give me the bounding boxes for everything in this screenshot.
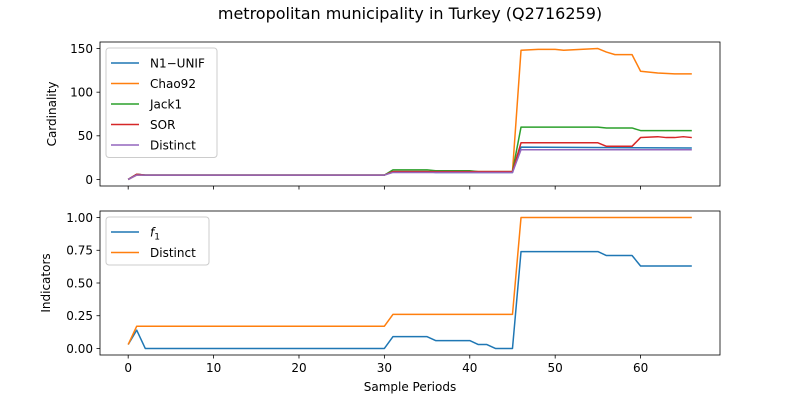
legend-box [105,47,218,158]
legend: N1−UNIF Chao92 Jack1 SOR Distinct [105,47,218,158]
x-tick-label: 20 [291,361,306,375]
x-axis-label: Sample Periods [364,380,456,394]
x-tick-label: 0 [124,361,132,375]
legend-label: Chao92 [150,77,196,91]
legend-label: Jack1 [149,98,182,112]
x-tick-label: 60 [633,361,648,375]
series-line-1 [127,216,692,345]
figure-title: metropolitan municipality in Turkey (Q27… [218,4,602,23]
x-tick-label: 10 [206,361,221,375]
legend: f1 Distinct [105,216,210,266]
y-tick-label: 150 [70,42,93,56]
y-axis-label: Indicators [39,253,53,312]
indicators-plot: 0 10 20 30 40 50 60 0.00 0.25 0.50 0.75 1.00 Indicat… [39,210,721,394]
cardinality-plot: 0 50 100 150 Cardinality N1−UNIF Chao92 Jack1 SO… [45,41,721,190]
legend-label: Distinct [150,246,196,260]
y-tick-label: 1.00 [66,211,93,225]
legend-label: Distinct [150,139,196,153]
y-tick-label: 0 [85,173,93,187]
y-axis-label: Cardinality [45,82,59,147]
y-tick-label: 100 [70,85,93,99]
series-line-0 [127,250,692,350]
legend-label: SOR [150,118,175,132]
y-tick-label: 0.25 [66,309,93,323]
x-tick-label: 50 [548,361,563,375]
y-tick-label: 0.50 [66,276,93,290]
series-line-4 [127,149,692,181]
axes-frame [99,41,721,187]
y-tick-label: 0.75 [66,244,93,258]
y-tick-label: 0.00 [66,342,93,356]
legend-label: f1 [150,226,160,243]
y-tick-label: 50 [78,129,93,143]
x-tick-label: 30 [377,361,392,375]
legend-label: N1−UNIF [150,57,205,71]
x-tick-label: 40 [462,361,477,375]
